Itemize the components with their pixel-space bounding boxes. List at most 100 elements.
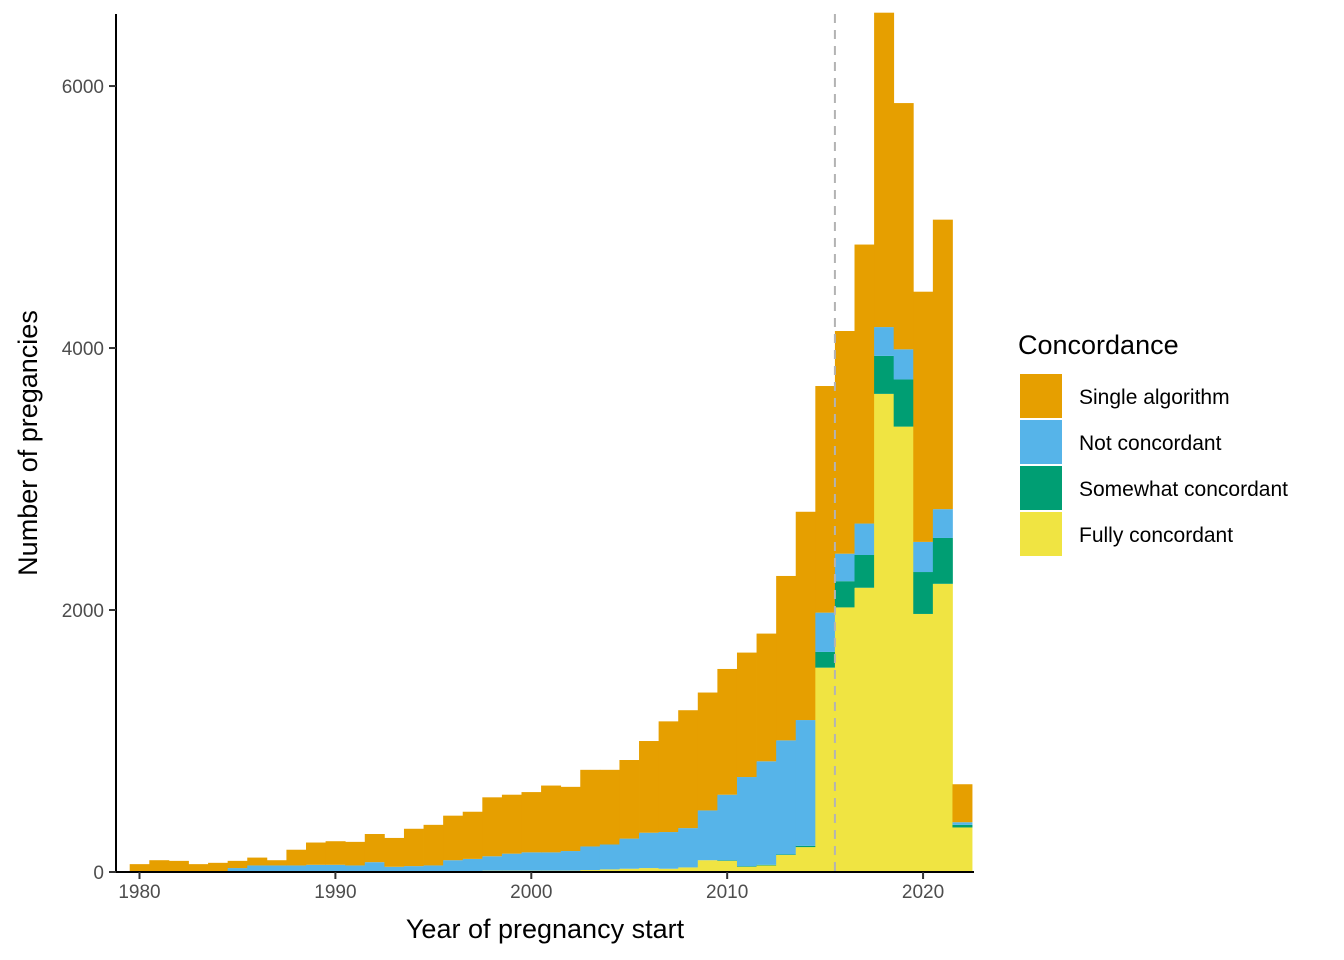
bar-not-concordant-2011 xyxy=(736,777,757,867)
bar-single-algorithm-2001 xyxy=(541,785,562,853)
bar-somewhat-concordant-2011 xyxy=(736,866,757,867)
legend-swatch-somewhat-concordant xyxy=(1020,466,1062,510)
bar-not-concordant-2004 xyxy=(599,844,620,870)
bar-fully-concordant-2005 xyxy=(619,868,640,872)
bar-not-concordant-2003 xyxy=(580,846,601,871)
bar-single-algorithm-1988 xyxy=(286,849,307,866)
x-tick-label-2000: 2000 xyxy=(510,882,552,903)
bar-single-algorithm-2019 xyxy=(893,103,914,350)
bar-fully-concordant-2018 xyxy=(874,393,895,872)
bar-fully-concordant-2019 xyxy=(893,426,914,872)
bar-single-algorithm-2000 xyxy=(521,792,542,853)
bar-not-concordant-2017 xyxy=(854,523,875,555)
legend-label-fully-concordant: Fully concordant xyxy=(1079,524,1233,547)
bar-single-algorithm-1989 xyxy=(306,842,326,865)
bar-not-concordant-1991 xyxy=(345,865,366,872)
bar-single-algorithm-2007 xyxy=(658,721,679,833)
y-tick-label-2000: 2000 xyxy=(62,601,104,622)
bar-single-algorithm-2012 xyxy=(756,633,777,762)
bar-single-algorithm-2015 xyxy=(815,386,836,613)
bar-not-concordant-1989 xyxy=(306,864,326,872)
legend-title: Concordance xyxy=(1018,330,1179,360)
bar-single-algorithm-2003 xyxy=(580,769,601,847)
bar-somewhat-concordant-2010 xyxy=(717,860,738,861)
bar-not-concordant-1997 xyxy=(462,858,483,872)
bar-single-algorithm-2016 xyxy=(834,331,855,554)
bar-fully-concordant-2006 xyxy=(639,868,660,872)
bar-single-algorithm-2006 xyxy=(639,741,660,833)
bar-not-concordant-2010 xyxy=(717,794,738,861)
bar-not-concordant-2016 xyxy=(834,553,855,582)
bar-fully-concordant-2022 xyxy=(952,827,973,872)
bar-single-algorithm-2018 xyxy=(874,12,895,328)
bar-fully-concordant-2013 xyxy=(776,854,797,872)
bar-somewhat-concordant-2019 xyxy=(893,379,914,427)
bar-fully-concordant-2021 xyxy=(932,583,953,872)
bar-not-concordant-2005 xyxy=(619,838,640,869)
bar-not-concordant-2008 xyxy=(678,828,699,868)
bar-not-concordant-2012 xyxy=(756,761,777,865)
bars-layer xyxy=(129,12,973,872)
bar-single-algorithm-2010 xyxy=(717,668,738,795)
bar-not-concordant-1995 xyxy=(423,865,444,872)
bar-single-algorithm-1987 xyxy=(266,860,287,866)
bar-single-algorithm-1999 xyxy=(501,794,522,854)
legend-label-not-concordant: Not concordant xyxy=(1079,432,1222,455)
x-tick-label-1980: 1980 xyxy=(118,882,160,903)
bar-not-concordant-2018 xyxy=(874,327,895,356)
y-axis-title: Number of pregancies xyxy=(13,310,43,576)
bar-somewhat-concordant-2016 xyxy=(834,581,855,608)
bar-not-concordant-1999 xyxy=(501,853,522,871)
legend-swatch-fully-concordant xyxy=(1020,512,1062,556)
bar-single-algorithm-1986 xyxy=(247,857,268,866)
bar-not-concordant-2020 xyxy=(913,541,934,573)
bar-not-concordant-1992 xyxy=(364,862,385,872)
bar-single-algorithm-1992 xyxy=(364,834,385,863)
bar-not-concordant-2002 xyxy=(560,851,581,871)
bar-single-algorithm-1980 xyxy=(129,864,150,872)
bar-fully-concordant-2012 xyxy=(756,865,777,872)
bar-single-algorithm-2002 xyxy=(560,786,581,852)
bar-not-concordant-1985 xyxy=(227,868,248,872)
bar-somewhat-concordant-2022 xyxy=(952,824,973,828)
bar-single-algorithm-1990 xyxy=(325,841,346,865)
bar-not-concordant-1986 xyxy=(247,865,268,872)
legend-swatch-single-algorithm xyxy=(1020,374,1062,418)
bar-not-concordant-2006 xyxy=(639,832,660,869)
bar-single-algorithm-1995 xyxy=(423,824,444,866)
bar-single-algorithm-1998 xyxy=(482,797,503,857)
bar-single-algorithm-2014 xyxy=(795,511,816,721)
bar-single-algorithm-1997 xyxy=(462,811,483,859)
x-tick-label-1990: 1990 xyxy=(314,882,356,903)
x-tick-label-2010: 2010 xyxy=(706,882,748,903)
bar-not-concordant-1993 xyxy=(384,866,405,872)
bar-single-algorithm-2020 xyxy=(913,291,934,542)
bar-single-algorithm-1982 xyxy=(168,860,189,872)
bar-single-algorithm-1981 xyxy=(149,860,170,872)
bar-single-algorithm-2011 xyxy=(736,652,757,778)
bar-single-algorithm-2009 xyxy=(697,692,718,811)
bar-single-algorithm-2008 xyxy=(678,710,699,829)
legend-label-single-algorithm: Single algorithm xyxy=(1079,386,1230,409)
bar-fully-concordant-2011 xyxy=(736,866,757,872)
bar-single-algorithm-2013 xyxy=(776,575,797,741)
bar-not-concordant-2021 xyxy=(932,509,953,538)
bar-not-concordant-2000 xyxy=(521,852,542,871)
bar-fully-concordant-2016 xyxy=(834,607,855,872)
bar-not-concordant-2001 xyxy=(541,852,562,871)
bar-not-concordant-1996 xyxy=(443,860,464,872)
bar-single-algorithm-1991 xyxy=(345,841,366,866)
bar-not-concordant-2022 xyxy=(952,822,973,825)
bar-single-algorithm-2017 xyxy=(854,244,875,524)
bar-single-algorithm-1994 xyxy=(403,828,424,867)
y-tick-label-0: 0 xyxy=(93,863,104,884)
bar-somewhat-concordant-2013 xyxy=(776,854,797,855)
bar-somewhat-concordant-2014 xyxy=(795,845,816,848)
y-tick-label-4000: 4000 xyxy=(62,339,104,360)
bar-fully-concordant-2014 xyxy=(795,847,816,872)
bar-not-concordant-1990 xyxy=(325,864,346,872)
legend: Concordance Single algorithm Not concorda… xyxy=(1018,330,1288,556)
bar-not-concordant-2019 xyxy=(893,349,914,380)
bar-somewhat-concordant-2015 xyxy=(815,651,836,668)
